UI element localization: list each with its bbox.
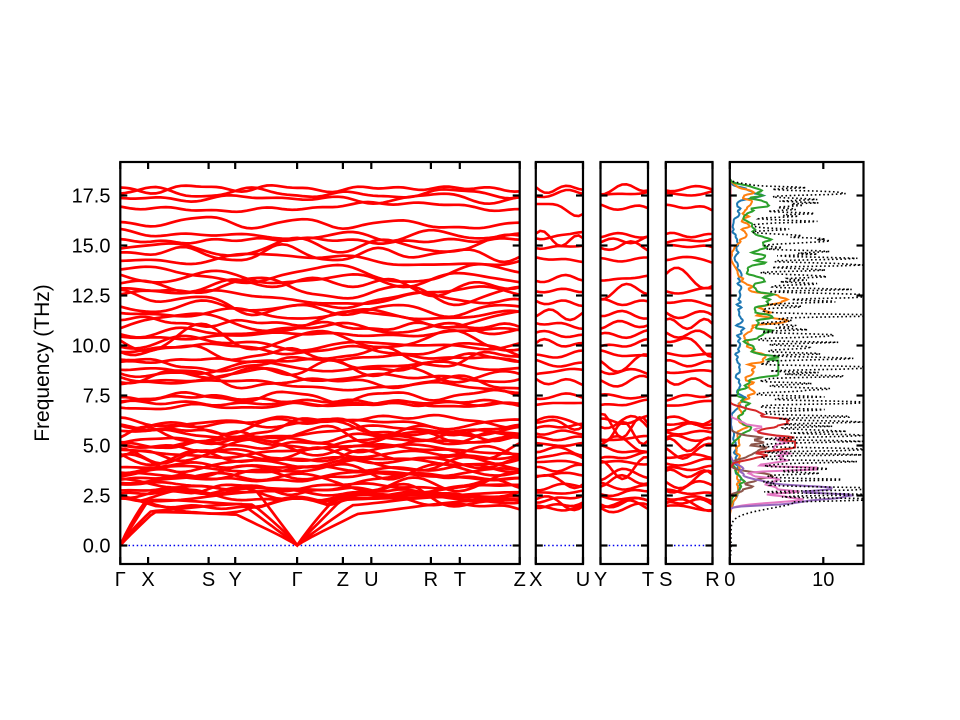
svg-text:17.5: 17.5 (72, 186, 111, 208)
svg-text:Y: Y (229, 569, 242, 591)
svg-text:Y: Y (594, 569, 607, 591)
svg-text:0: 0 (724, 569, 735, 591)
svg-text:7.5: 7.5 (83, 386, 111, 408)
svg-text:X: X (141, 569, 154, 591)
svg-text:12.5: 12.5 (72, 286, 111, 308)
svg-text:U: U (364, 569, 378, 591)
svg-text:10.0: 10.0 (72, 336, 111, 358)
svg-text:2.5: 2.5 (83, 486, 111, 508)
svg-text:5.0: 5.0 (83, 436, 111, 458)
svg-text:T: T (454, 569, 466, 591)
svg-text:Z: Z (514, 569, 526, 591)
svg-text:T: T (642, 569, 654, 591)
svg-text:10: 10 (812, 569, 834, 591)
svg-text:Γ: Γ (292, 569, 303, 591)
svg-text:R: R (705, 569, 719, 591)
svg-text:U: U (576, 569, 590, 591)
svg-text:R: R (424, 569, 438, 591)
svg-text:15.0: 15.0 (72, 236, 111, 258)
svg-text:Γ: Γ (115, 569, 126, 591)
svg-text:Z: Z (337, 569, 349, 591)
svg-text:Frequency (THz): Frequency (THz) (31, 284, 54, 442)
svg-text:X: X (529, 569, 542, 591)
svg-text:0.0: 0.0 (83, 536, 111, 558)
svg-text:S: S (659, 569, 672, 591)
svg-text:S: S (202, 569, 215, 591)
